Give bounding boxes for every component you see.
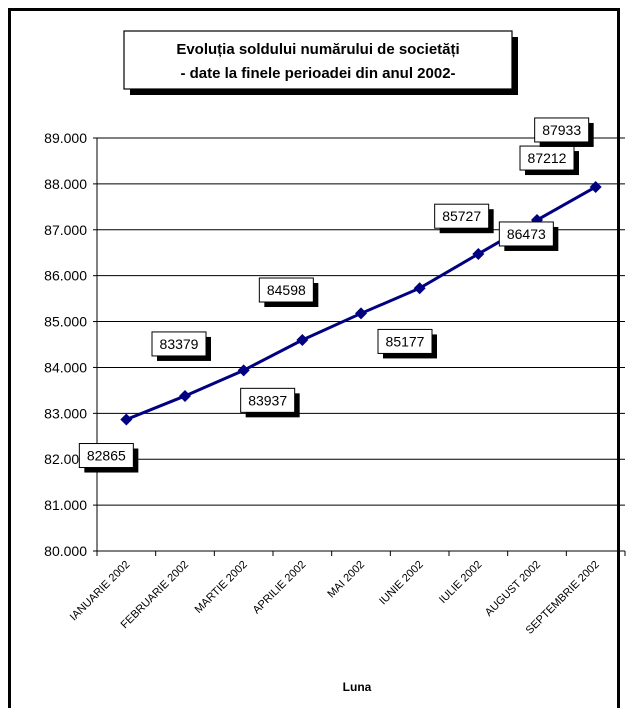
data-point-marker bbox=[472, 247, 485, 260]
y-tick-label: 82.000 bbox=[44, 451, 87, 467]
data-label-box bbox=[534, 117, 590, 143]
data-point-marker bbox=[413, 282, 426, 295]
x-tick-label: IULIE 2002 bbox=[437, 559, 484, 606]
chart-frame bbox=[8, 8, 620, 708]
gridlines bbox=[97, 137, 625, 506]
data-label: 85177 bbox=[386, 333, 425, 349]
x-axis-label: Luna bbox=[343, 680, 372, 694]
data-label-box bbox=[434, 203, 490, 229]
series-line bbox=[120, 180, 602, 426]
data-label: 82865 bbox=[87, 448, 126, 464]
y-tick-label: 84.000 bbox=[44, 359, 87, 375]
data-label: 87212 bbox=[528, 150, 567, 166]
data-label: 84598 bbox=[267, 282, 306, 298]
x-tick-label: MAI 2002 bbox=[325, 559, 367, 601]
data-label: 83937 bbox=[248, 392, 287, 408]
data-point-marker bbox=[120, 413, 133, 426]
data-labels: 82865 83379 83937 84598 85177 85727 86473 87212… bbox=[78, 117, 594, 473]
data-label-box bbox=[151, 331, 207, 357]
x-tick-label: AUGUST 2002 bbox=[483, 559, 543, 619]
y-tick-label: 87.000 bbox=[44, 222, 87, 238]
y-tick-labels: 80.000 81.000 82.000 83.000 84.000 85.000 86.0… bbox=[44, 130, 87, 559]
chart-title-line-2: - date la finele perioadei din anul 2002… bbox=[180, 65, 455, 82]
data-point-marker bbox=[296, 334, 309, 347]
y-tick-label: 88.000 bbox=[44, 176, 87, 192]
x-tick-label: APRILIE 2002 bbox=[251, 559, 309, 617]
data-label: 85727 bbox=[442, 208, 481, 224]
data-label: 86473 bbox=[507, 226, 546, 242]
data-label-box bbox=[498, 221, 554, 247]
x-tick-label: MARTIE 2002 bbox=[193, 559, 250, 616]
y-tick-label: 83.000 bbox=[44, 405, 87, 421]
data-label: 83379 bbox=[160, 336, 199, 352]
data-point-marker bbox=[589, 180, 602, 193]
y-tick-label: 81.000 bbox=[44, 497, 87, 513]
data-point-marker bbox=[237, 364, 250, 377]
data-label-box bbox=[258, 277, 314, 303]
data-point-marker bbox=[355, 307, 367, 320]
y-tick-label: 80.000 bbox=[44, 543, 87, 559]
data-point-marker bbox=[179, 389, 191, 402]
y-tick-label: 89.000 bbox=[44, 130, 87, 146]
data-label-box bbox=[78, 443, 134, 469]
data-label-box bbox=[240, 387, 296, 413]
data-label-box bbox=[377, 328, 433, 354]
x-tick-label: IUNIE 2002 bbox=[377, 559, 426, 608]
y-tick-label: 85.000 bbox=[44, 314, 87, 330]
data-label: 87933 bbox=[542, 122, 581, 138]
chart-title-line-1: Evoluția soldului numărului de societăți bbox=[176, 41, 459, 58]
y-tick-label: 86.000 bbox=[44, 268, 87, 284]
chart-title-box: Evoluția soldului numărului de societăți… bbox=[123, 30, 518, 95]
x-tick-label: IANUARIE 2002 bbox=[68, 559, 133, 624]
